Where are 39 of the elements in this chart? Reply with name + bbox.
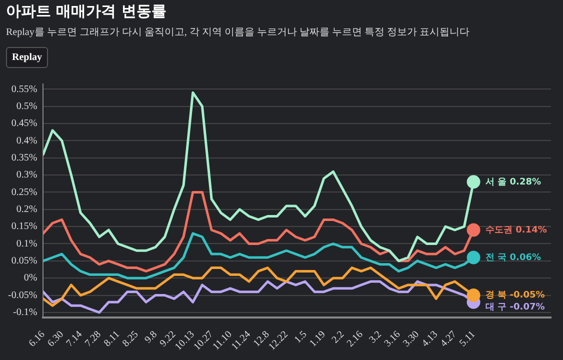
x-tick-label: 7.14	[64, 329, 85, 350]
x-tick-label: 8.11	[102, 329, 122, 349]
y-tick-label: 0.1%	[16, 238, 38, 250]
x-tick-label: 7.28	[83, 329, 104, 350]
x-tick-label: 3.2	[367, 329, 384, 346]
x-tick-label: 4.13	[420, 329, 440, 350]
x-tick-label: 4.27	[438, 329, 459, 350]
y-tick-label: 0.55%	[11, 84, 38, 95]
y-tick-label: 0.25%	[11, 186, 38, 198]
x-tick-label: 3.30	[401, 329, 422, 350]
y-tick-label: 0.05%	[11, 256, 38, 267]
y-tick-label: 0.4%	[16, 135, 38, 146]
y-tick-label: 0.2%	[16, 204, 38, 216]
y-tick-label: 0.5%	[16, 100, 38, 112]
text: 경 북 -0.05%	[486, 290, 545, 301]
chart-title: 아파트 매매가격 변동률	[6, 2, 166, 21]
x-tick-label: 2.16	[345, 329, 366, 350]
y-tick-label: 0%	[24, 272, 38, 284]
text: 서 울 0.28%	[486, 177, 542, 188]
y-tick-label: 0.3%	[16, 170, 38, 181]
x-tick-label: 2.2	[330, 329, 347, 346]
y-tick-label: -0.1%	[12, 307, 38, 318]
x-tick-label: 9.8	[142, 329, 160, 346]
x-tick-label: 1.19	[308, 329, 328, 350]
x-tick-label: 3.16	[382, 329, 403, 350]
replay-button[interactable]: Replay	[6, 47, 48, 68]
y-tick-label: -0.05%	[8, 290, 38, 301]
chart-subtitle: Replay를 누르면 그래프가 다시 움직이고, 각 지역 이름을 누르거나 날짜를 누르면 특정 정보가 표시됩니다	[6, 26, 470, 39]
y-tick-label: 0.35%	[11, 152, 38, 164]
x-tick-label: 1.5	[292, 329, 310, 346]
x-tick-label: 6.30	[46, 329, 66, 350]
text: 수도권 0.14%	[486, 225, 547, 236]
x-tick-label: 8.25	[120, 329, 141, 350]
y-tick-label: 0.15%	[11, 221, 38, 232]
x-tick-label: 5.11	[458, 329, 478, 349]
y-tick-label: 0.45%	[11, 118, 38, 130]
x-tick-label: 6.16	[26, 329, 48, 350]
text: 대 구 -0.07%	[486, 302, 545, 313]
text: 전 국 0.06%	[486, 252, 542, 263]
